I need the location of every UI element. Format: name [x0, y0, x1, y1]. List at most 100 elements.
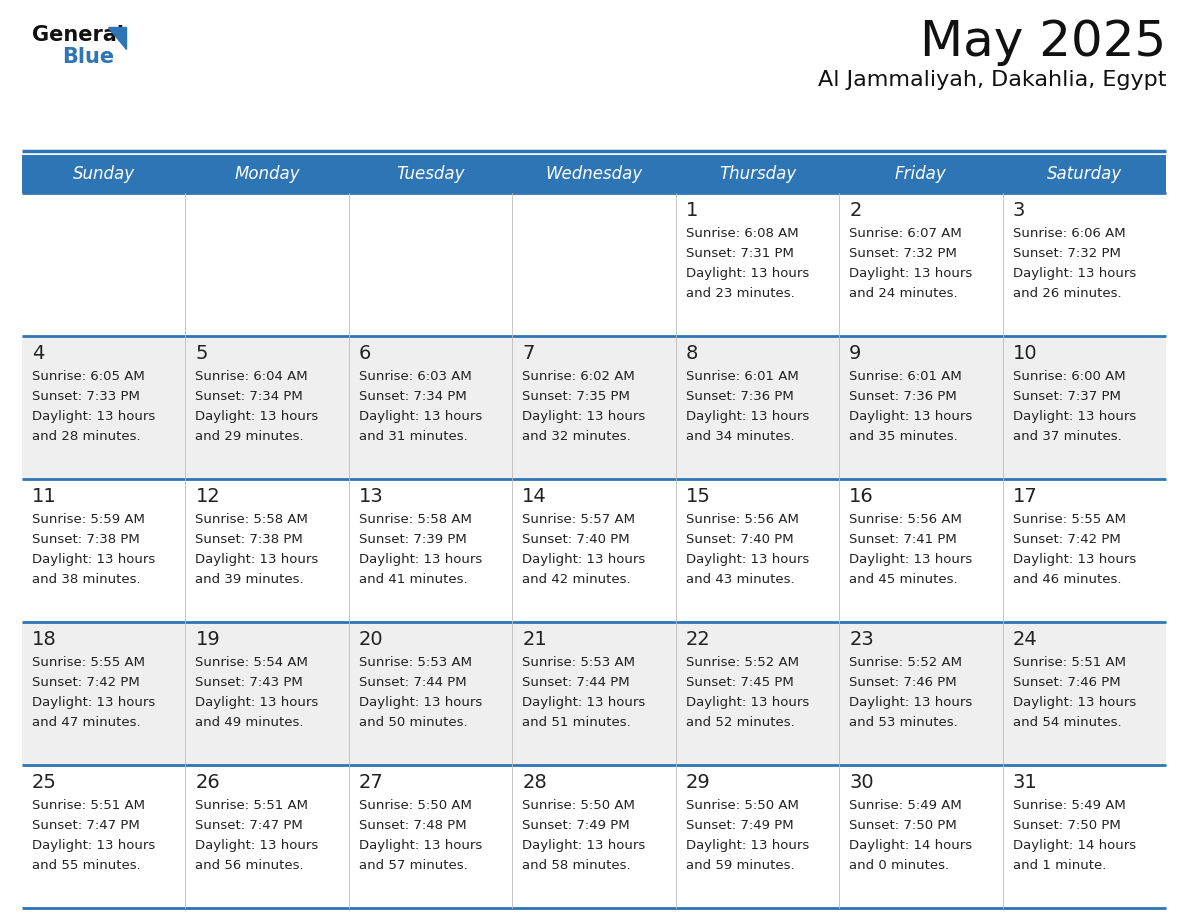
Text: Daylight: 13 hours: Daylight: 13 hours — [196, 553, 318, 566]
Text: and 1 minute.: and 1 minute. — [1012, 859, 1106, 872]
Text: 12: 12 — [196, 487, 220, 506]
Text: Sunset: 7:47 PM: Sunset: 7:47 PM — [32, 819, 140, 832]
FancyBboxPatch shape — [23, 765, 1165, 908]
Text: Sunset: 7:31 PM: Sunset: 7:31 PM — [685, 247, 794, 260]
Text: Sunrise: 6:02 AM: Sunrise: 6:02 AM — [523, 370, 636, 383]
Text: and 0 minutes.: and 0 minutes. — [849, 859, 949, 872]
Text: Sunset: 7:39 PM: Sunset: 7:39 PM — [359, 533, 467, 546]
Text: Sunset: 7:46 PM: Sunset: 7:46 PM — [1012, 676, 1120, 689]
Text: and 52 minutes.: and 52 minutes. — [685, 716, 795, 729]
Text: and 53 minutes.: and 53 minutes. — [849, 716, 958, 729]
Text: Daylight: 13 hours: Daylight: 13 hours — [196, 696, 318, 709]
Text: 21: 21 — [523, 630, 546, 649]
Text: 22: 22 — [685, 630, 710, 649]
Text: and 58 minutes.: and 58 minutes. — [523, 859, 631, 872]
Text: Sunrise: 5:57 AM: Sunrise: 5:57 AM — [523, 513, 636, 526]
Text: Sunrise: 5:50 AM: Sunrise: 5:50 AM — [359, 799, 472, 812]
Text: Sunset: 7:37 PM: Sunset: 7:37 PM — [1012, 390, 1120, 403]
Text: Sunrise: 5:49 AM: Sunrise: 5:49 AM — [1012, 799, 1125, 812]
Text: and 39 minutes.: and 39 minutes. — [196, 573, 304, 586]
Text: Sunset: 7:43 PM: Sunset: 7:43 PM — [196, 676, 303, 689]
Text: Daylight: 13 hours: Daylight: 13 hours — [685, 839, 809, 852]
Text: Daylight: 13 hours: Daylight: 13 hours — [32, 696, 156, 709]
Text: Sunrise: 5:58 AM: Sunrise: 5:58 AM — [196, 513, 309, 526]
Text: and 29 minutes.: and 29 minutes. — [196, 430, 304, 443]
Text: Sunset: 7:50 PM: Sunset: 7:50 PM — [1012, 819, 1120, 832]
Text: 1: 1 — [685, 201, 699, 220]
Text: Daylight: 13 hours: Daylight: 13 hours — [359, 553, 482, 566]
Text: 5: 5 — [196, 344, 208, 363]
Text: and 26 minutes.: and 26 minutes. — [1012, 287, 1121, 300]
Text: Daylight: 13 hours: Daylight: 13 hours — [196, 410, 318, 423]
Text: 24: 24 — [1012, 630, 1037, 649]
Text: Sunrise: 6:01 AM: Sunrise: 6:01 AM — [849, 370, 962, 383]
Text: General: General — [32, 25, 124, 45]
FancyBboxPatch shape — [23, 622, 1165, 765]
Text: 27: 27 — [359, 773, 384, 792]
Text: Daylight: 14 hours: Daylight: 14 hours — [1012, 839, 1136, 852]
Text: Daylight: 13 hours: Daylight: 13 hours — [523, 696, 645, 709]
Text: 7: 7 — [523, 344, 535, 363]
Text: Sunrise: 6:00 AM: Sunrise: 6:00 AM — [1012, 370, 1125, 383]
FancyBboxPatch shape — [23, 336, 1165, 479]
Text: and 24 minutes.: and 24 minutes. — [849, 287, 958, 300]
Text: and 57 minutes.: and 57 minutes. — [359, 859, 468, 872]
Text: Sunset: 7:49 PM: Sunset: 7:49 PM — [685, 819, 794, 832]
Text: Daylight: 13 hours: Daylight: 13 hours — [1012, 696, 1136, 709]
Text: and 56 minutes.: and 56 minutes. — [196, 859, 304, 872]
Text: Blue: Blue — [62, 47, 114, 67]
Text: Daylight: 14 hours: Daylight: 14 hours — [849, 839, 972, 852]
Text: Sunrise: 5:55 AM: Sunrise: 5:55 AM — [32, 656, 145, 669]
Text: Daylight: 13 hours: Daylight: 13 hours — [685, 696, 809, 709]
Text: Daylight: 13 hours: Daylight: 13 hours — [849, 410, 973, 423]
Text: Sunrise: 6:01 AM: Sunrise: 6:01 AM — [685, 370, 798, 383]
Text: Sunrise: 5:50 AM: Sunrise: 5:50 AM — [523, 799, 636, 812]
Text: Sunrise: 5:51 AM: Sunrise: 5:51 AM — [1012, 656, 1125, 669]
Text: Daylight: 13 hours: Daylight: 13 hours — [1012, 553, 1136, 566]
Text: Sunrise: 5:54 AM: Sunrise: 5:54 AM — [196, 656, 309, 669]
Text: 14: 14 — [523, 487, 546, 506]
Text: May 2025: May 2025 — [920, 18, 1165, 66]
Text: 9: 9 — [849, 344, 861, 363]
Text: 25: 25 — [32, 773, 57, 792]
Text: Sunset: 7:32 PM: Sunset: 7:32 PM — [849, 247, 958, 260]
Text: Sunrise: 6:04 AM: Sunrise: 6:04 AM — [196, 370, 308, 383]
Text: Sunrise: 5:53 AM: Sunrise: 5:53 AM — [523, 656, 636, 669]
Text: and 37 minutes.: and 37 minutes. — [1012, 430, 1121, 443]
Text: Sunrise: 5:52 AM: Sunrise: 5:52 AM — [849, 656, 962, 669]
Text: 20: 20 — [359, 630, 384, 649]
Text: 28: 28 — [523, 773, 546, 792]
Text: and 51 minutes.: and 51 minutes. — [523, 716, 631, 729]
FancyBboxPatch shape — [23, 155, 1165, 193]
Text: 4: 4 — [32, 344, 44, 363]
Text: Daylight: 13 hours: Daylight: 13 hours — [849, 267, 973, 280]
Text: and 28 minutes.: and 28 minutes. — [32, 430, 140, 443]
Text: Daylight: 13 hours: Daylight: 13 hours — [1012, 267, 1136, 280]
Text: and 31 minutes.: and 31 minutes. — [359, 430, 468, 443]
Text: Sunrise: 5:56 AM: Sunrise: 5:56 AM — [849, 513, 962, 526]
Text: and 43 minutes.: and 43 minutes. — [685, 573, 795, 586]
Text: and 46 minutes.: and 46 minutes. — [1012, 573, 1121, 586]
Text: Daylight: 13 hours: Daylight: 13 hours — [32, 410, 156, 423]
Text: 23: 23 — [849, 630, 874, 649]
Text: Sunset: 7:32 PM: Sunset: 7:32 PM — [1012, 247, 1120, 260]
Text: Daylight: 13 hours: Daylight: 13 hours — [32, 553, 156, 566]
Text: Sunset: 7:40 PM: Sunset: 7:40 PM — [523, 533, 630, 546]
Text: Sunrise: 6:08 AM: Sunrise: 6:08 AM — [685, 227, 798, 240]
Text: 26: 26 — [196, 773, 220, 792]
Text: Sunrise: 5:56 AM: Sunrise: 5:56 AM — [685, 513, 798, 526]
Text: Daylight: 13 hours: Daylight: 13 hours — [685, 267, 809, 280]
Text: and 42 minutes.: and 42 minutes. — [523, 573, 631, 586]
Text: and 32 minutes.: and 32 minutes. — [523, 430, 631, 443]
Text: 8: 8 — [685, 344, 699, 363]
Text: Monday: Monday — [234, 165, 299, 183]
Text: and 38 minutes.: and 38 minutes. — [32, 573, 140, 586]
Text: Sunset: 7:34 PM: Sunset: 7:34 PM — [359, 390, 467, 403]
Text: and 41 minutes.: and 41 minutes. — [359, 573, 468, 586]
Text: Sunrise: 5:58 AM: Sunrise: 5:58 AM — [359, 513, 472, 526]
Text: and 34 minutes.: and 34 minutes. — [685, 430, 795, 443]
Text: Sunset: 7:42 PM: Sunset: 7:42 PM — [1012, 533, 1120, 546]
Text: Saturday: Saturday — [1047, 165, 1121, 183]
Text: 31: 31 — [1012, 773, 1037, 792]
Text: Sunrise: 5:52 AM: Sunrise: 5:52 AM — [685, 656, 798, 669]
